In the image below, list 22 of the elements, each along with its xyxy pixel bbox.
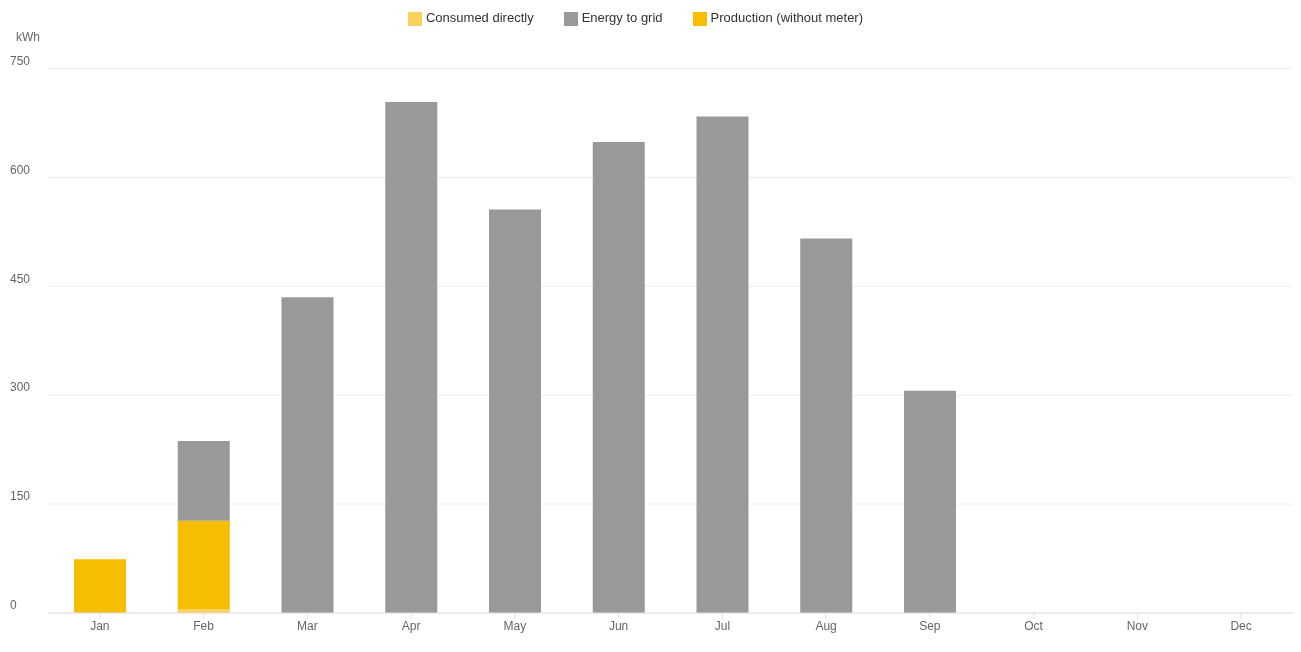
x-tick-label: Oct: [1024, 618, 1044, 633]
y-tick-label: 150: [10, 489, 31, 504]
x-tick-label: Aug: [815, 618, 837, 633]
x-tick-label: Jul: [714, 618, 731, 633]
y-tick-label: 300: [10, 380, 31, 395]
x-tick-label: Dec: [1230, 618, 1252, 633]
x-tick-label: Feb: [193, 618, 215, 633]
legend-label: Production (without meter): [710, 10, 864, 25]
x-tick-label: Apr: [401, 618, 421, 633]
y-tick-label: 450: [10, 271, 31, 286]
legend-label: Energy to grid: [581, 10, 663, 25]
y-axis-title: kWh: [16, 30, 40, 44]
y-tick-label: 750: [10, 53, 31, 68]
x-tick-label: Sep: [919, 618, 941, 633]
x-tick-label: Mar: [297, 618, 318, 633]
x-tick-label: Jan: [90, 618, 110, 633]
x-tick-label: Nov: [1126, 618, 1149, 633]
y-tick-label: 0: [10, 598, 17, 613]
legend-label: Consumed directly: [425, 10, 534, 25]
x-tick-label: Jun: [608, 618, 629, 633]
x-tick-label: May: [503, 618, 527, 633]
y-tick-label: 600: [10, 162, 31, 177]
